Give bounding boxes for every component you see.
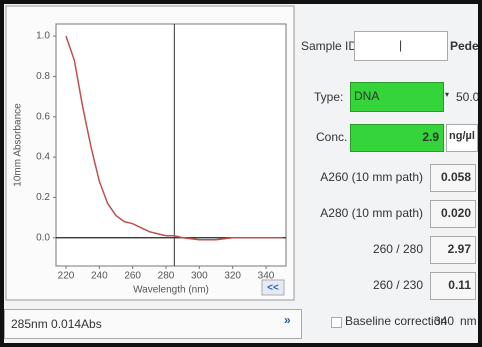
text-cursor: | (399, 38, 402, 52)
collapse-button-label[interactable]: << (267, 283, 279, 294)
chart: 10mm Absorbance Wavelength (nm) << 0.0 0.… (4, 4, 296, 304)
result-label: 260 / 230 (373, 278, 423, 292)
result-label: A280 (10 mm path) (320, 206, 423, 220)
x-tick-label: 300 (191, 271, 208, 282)
conc-unit: ng/µl (449, 130, 475, 142)
result-label: 260 / 280 (373, 242, 423, 256)
result-value: 2.97 (448, 242, 471, 256)
result-value: 0.058 (441, 170, 471, 184)
y-tick-label: 0.0 (36, 232, 50, 243)
status-bar: 285nm 0.014Abs (4, 309, 302, 339)
y-axis-label: 10mm Absorbance (13, 103, 24, 187)
result-box: 0.058 (430, 164, 476, 192)
baseline-value: 340 (434, 314, 454, 328)
result-value: 0.11 (448, 278, 471, 292)
type-select[interactable]: DNA (350, 82, 444, 112)
y-tick-label: 0.8 (36, 71, 50, 82)
factor: 50.00 (456, 90, 478, 104)
y-tick-label: 0.6 (36, 111, 50, 122)
expand-button[interactable]: » (284, 313, 291, 327)
result-value: 0.020 (441, 206, 471, 220)
x-tick-label: 280 (158, 271, 175, 282)
x-tick-label: 320 (224, 271, 241, 282)
screen: 10mm Absorbance Wavelength (nm) << 0.0 0.… (4, 4, 478, 343)
x-tick-label: 340 (258, 271, 275, 282)
y-tick-label: 0.4 (36, 152, 50, 163)
baseline-unit: nm (460, 314, 477, 328)
sample-id-label: Sample ID: (301, 39, 360, 53)
status-text: 285nm 0.014Abs (11, 317, 102, 331)
mode-label: Pedes (450, 39, 478, 53)
x-tick-label: 260 (124, 271, 141, 282)
conc-value-box: 2.9 (350, 124, 444, 152)
x-tick-label: 220 (58, 271, 75, 282)
type-label: Type: (314, 90, 343, 104)
x-axis-label: Wavelength (nm) (133, 285, 209, 296)
type-value: DNA (354, 89, 379, 103)
dropdown-arrow: ▾ (445, 90, 449, 99)
sample-id-input[interactable]: | (354, 31, 448, 61)
y-tick-label: 1.0 (36, 31, 50, 42)
result-box: 0.11 (430, 272, 476, 300)
unit-select[interactable]: ng/µl (446, 124, 478, 152)
x-tick-label: 240 (91, 271, 108, 282)
y-tick-label: 0.2 (36, 192, 50, 203)
result-box: 2.97 (430, 236, 476, 264)
result-label: A260 (10 mm path) (320, 170, 423, 184)
baseline-checkbox[interactable] (331, 317, 342, 328)
result-box: 0.020 (430, 200, 476, 228)
baseline-label: Baseline correction (345, 314, 447, 328)
conc-label: Conc. (316, 130, 347, 144)
conc-value: 2.9 (422, 130, 439, 144)
